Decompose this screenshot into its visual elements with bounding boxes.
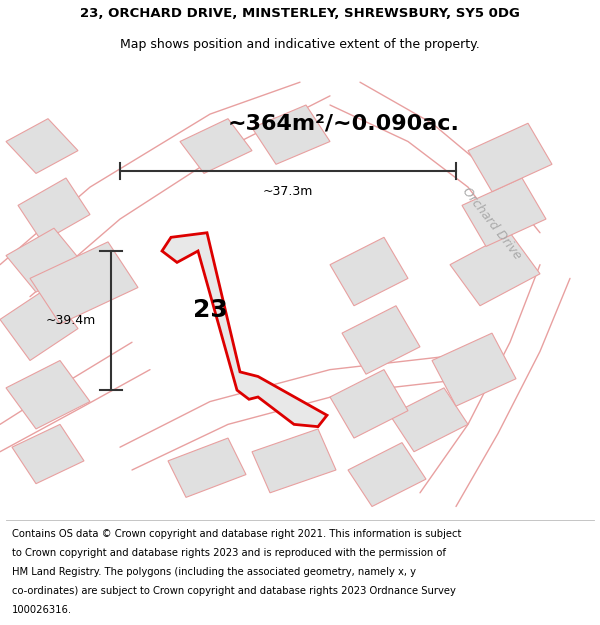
- Text: Orchard Drive: Orchard Drive: [460, 185, 524, 262]
- Polygon shape: [12, 424, 84, 484]
- Polygon shape: [330, 238, 408, 306]
- Polygon shape: [180, 119, 252, 173]
- Polygon shape: [252, 105, 330, 164]
- Polygon shape: [348, 442, 426, 506]
- Polygon shape: [462, 178, 546, 246]
- Text: ~37.3m: ~37.3m: [263, 185, 313, 198]
- Polygon shape: [390, 388, 468, 452]
- Polygon shape: [432, 333, 516, 406]
- Text: 100026316.: 100026316.: [12, 605, 72, 615]
- Polygon shape: [6, 361, 90, 429]
- Polygon shape: [18, 178, 90, 242]
- Text: 23: 23: [193, 298, 227, 322]
- Polygon shape: [330, 369, 408, 438]
- Text: co-ordinates) are subject to Crown copyright and database rights 2023 Ordnance S: co-ordinates) are subject to Crown copyr…: [12, 586, 456, 596]
- Text: HM Land Registry. The polygons (including the associated geometry, namely x, y: HM Land Registry. The polygons (includin…: [12, 567, 416, 577]
- Polygon shape: [6, 119, 78, 173]
- Text: ~39.4m: ~39.4m: [46, 314, 96, 327]
- Text: 23, ORCHARD DRIVE, MINSTERLEY, SHREWSBURY, SY5 0DG: 23, ORCHARD DRIVE, MINSTERLEY, SHREWSBUR…: [80, 6, 520, 19]
- Polygon shape: [342, 306, 420, 374]
- Polygon shape: [450, 232, 540, 306]
- Polygon shape: [162, 232, 327, 427]
- Text: Contains OS data © Crown copyright and database right 2021. This information is : Contains OS data © Crown copyright and d…: [12, 529, 461, 539]
- Text: Map shows position and indicative extent of the property.: Map shows position and indicative extent…: [120, 38, 480, 51]
- Polygon shape: [30, 242, 138, 324]
- Polygon shape: [6, 228, 84, 292]
- Polygon shape: [468, 123, 552, 192]
- Polygon shape: [252, 429, 336, 493]
- Polygon shape: [0, 288, 78, 361]
- Polygon shape: [168, 438, 246, 498]
- Text: ~364m²/~0.090ac.: ~364m²/~0.090ac.: [228, 113, 460, 133]
- Text: to Crown copyright and database rights 2023 and is reproduced with the permissio: to Crown copyright and database rights 2…: [12, 548, 446, 558]
